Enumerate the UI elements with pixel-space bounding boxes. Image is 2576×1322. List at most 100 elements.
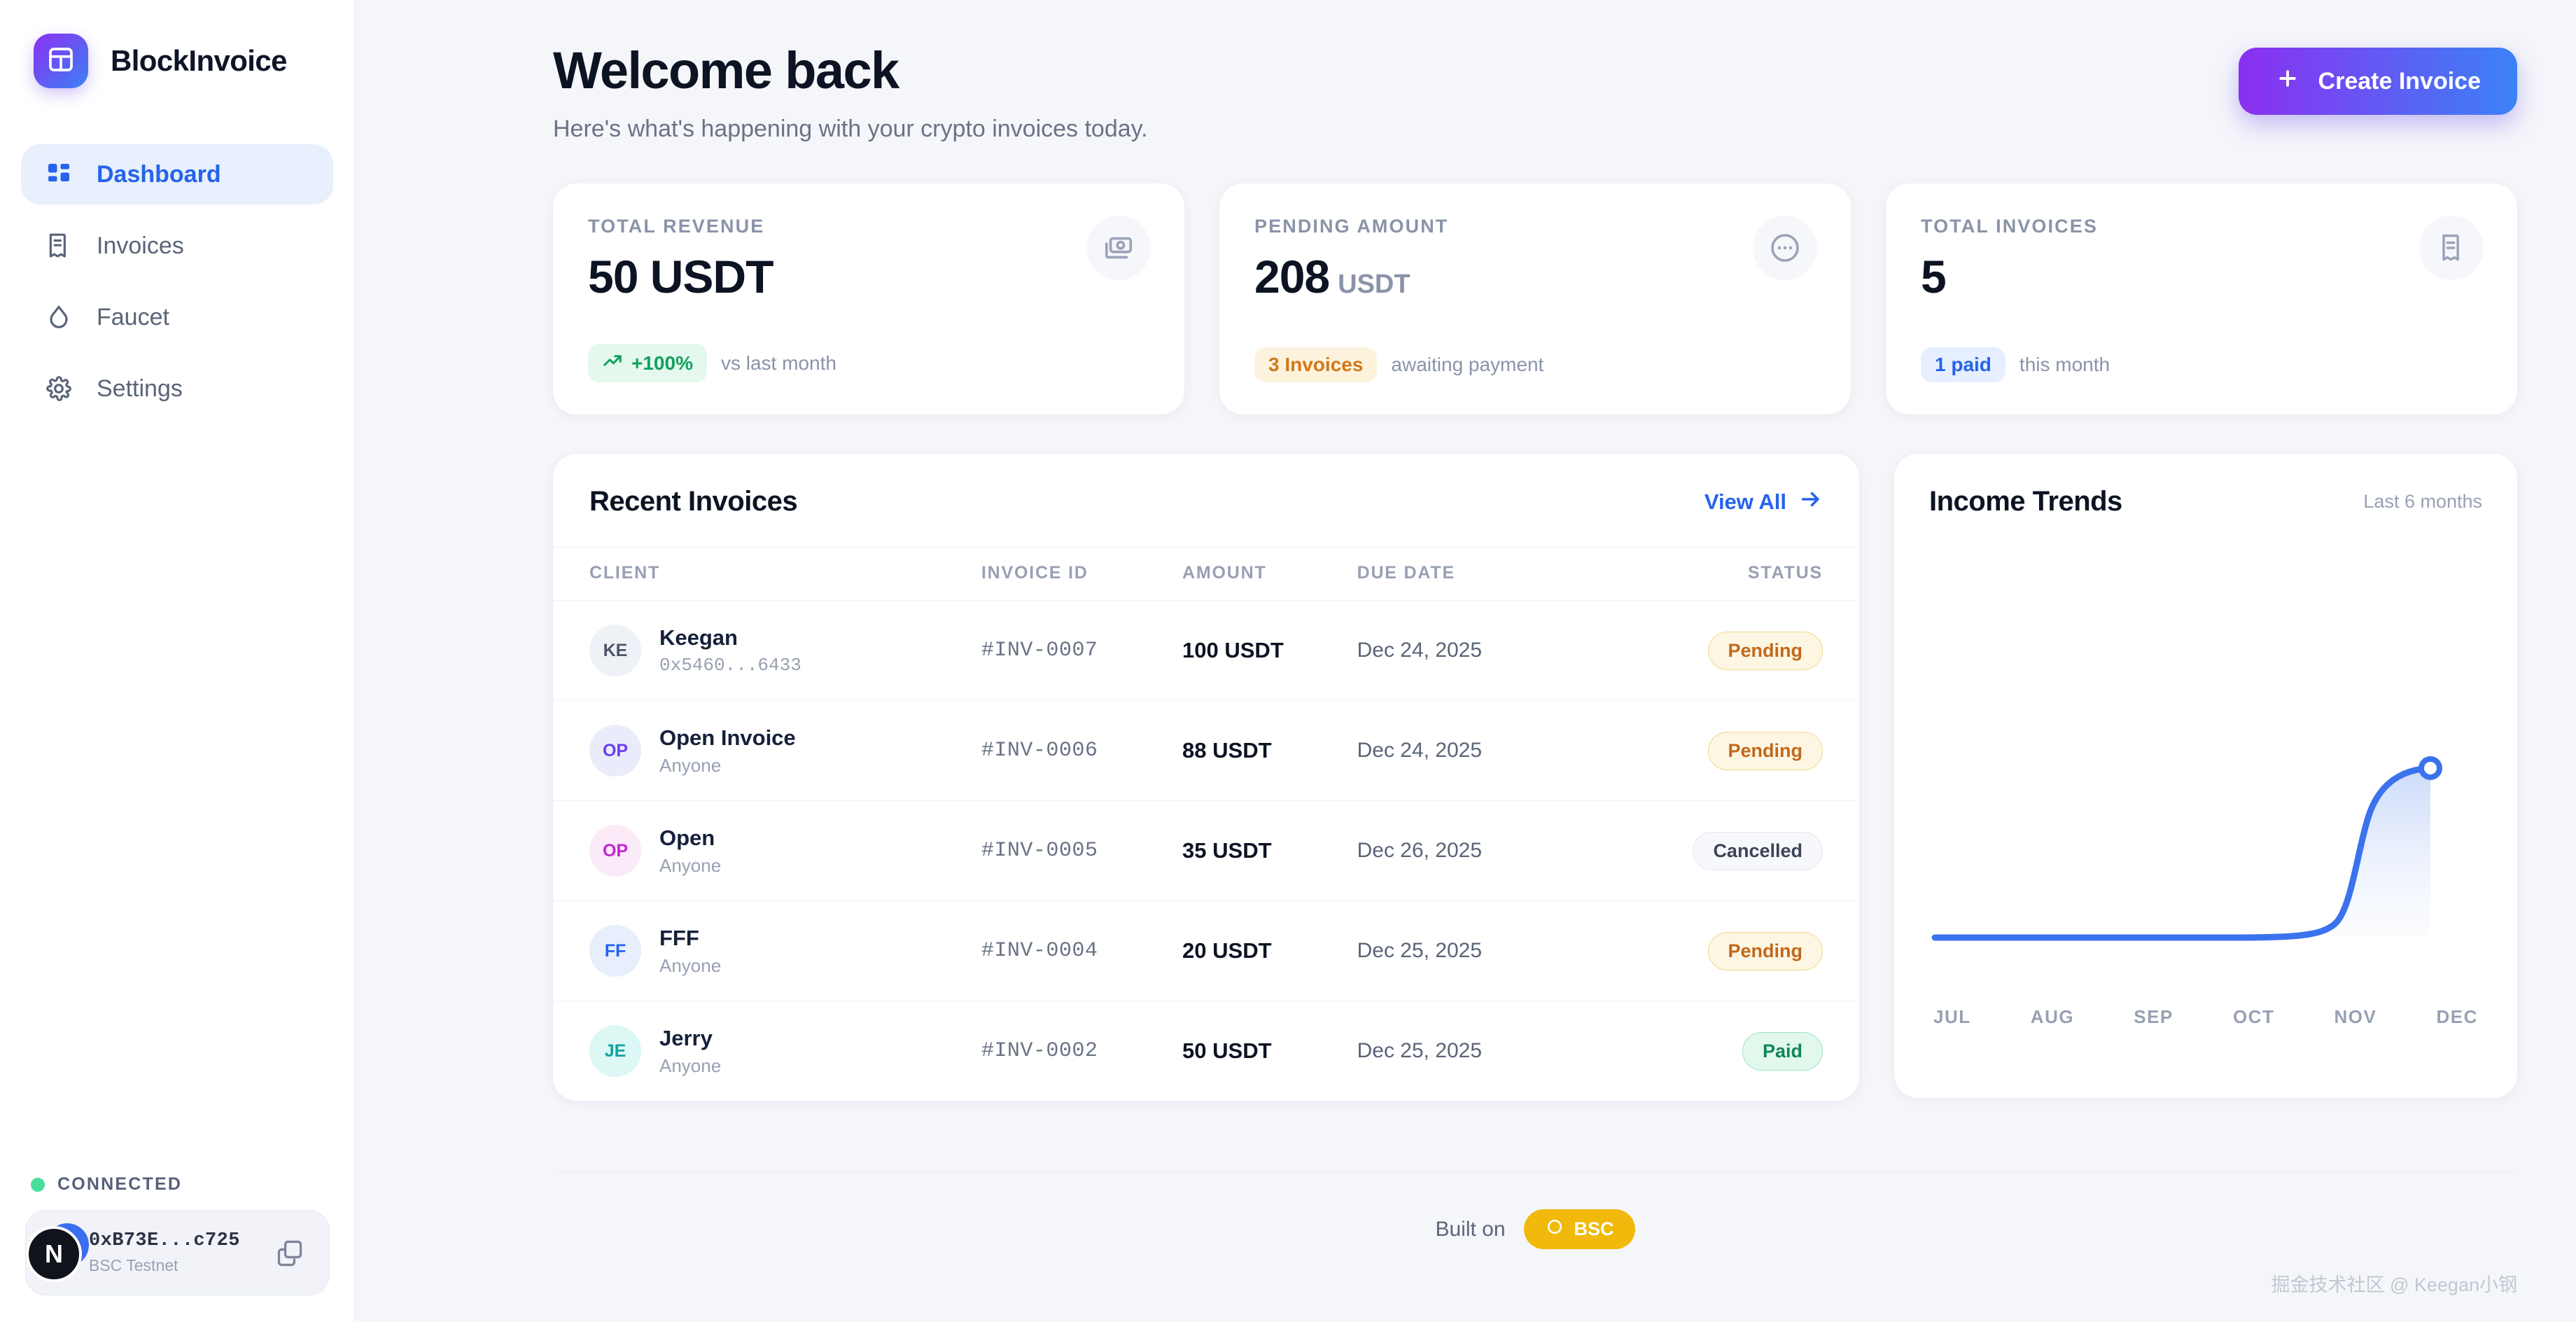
client-info: Keegan 0x5460...6433 xyxy=(659,625,802,676)
status-badge: Pending xyxy=(1707,931,1823,970)
client-cell: JE Jerry Anyone xyxy=(589,1025,981,1077)
stat-footer: +100% vs last month xyxy=(588,344,836,382)
stat-chip-label: 3 Invoices xyxy=(1268,354,1364,375)
trending-up-icon xyxy=(602,350,623,376)
chart-subtitle: Last 6 months xyxy=(2363,491,2482,512)
chart-header: Income Trends Last 6 months xyxy=(1929,486,2482,517)
chart-area-fill xyxy=(1935,768,2430,938)
stat-footer: 1 paid this month xyxy=(1921,347,2110,382)
lower-panels: Recent Invoices View All CLIENT xyxy=(355,415,2534,1101)
invoice-amount: 100 USDT xyxy=(1182,600,1357,701)
gear-icon xyxy=(43,373,74,404)
copy-icon[interactable] xyxy=(270,1233,309,1272)
ellipsis-circle-icon xyxy=(1753,216,1817,280)
invoice-amount: 88 USDT xyxy=(1182,700,1357,801)
wallet-avatar-wrap: N xyxy=(13,1215,89,1290)
connection-label: CONNECTED xyxy=(57,1174,183,1194)
banknotes-icon xyxy=(1086,216,1151,280)
create-invoice-button[interactable]: Create Invoice xyxy=(2238,48,2517,115)
stat-chip-label: +100% xyxy=(631,352,693,374)
sidebar: BlockInvoice Dashboard xyxy=(0,0,355,1322)
chart-last-point-marker xyxy=(2418,756,2442,780)
watermark: 掘金技术社区 @ Keegan小钢 xyxy=(2271,1274,2517,1295)
sidebar-item-faucet[interactable]: Faucet xyxy=(21,287,333,347)
status-badge: 1 paid xyxy=(1921,347,2005,382)
stat-note: vs last month xyxy=(720,352,836,374)
client-cell: OP Open Invoice Anyone xyxy=(589,725,981,777)
create-invoice-label: Create Invoice xyxy=(2318,67,2481,95)
client-subtitle: Anyone xyxy=(659,854,722,876)
chart-x-axis: JUL AUG SEP OCT NOV DEC xyxy=(1929,1006,2482,1028)
stat-value-unit: USDT xyxy=(1338,270,1410,299)
status-badge: Paid xyxy=(1742,1031,1823,1071)
wallet-texts: 0xB73E...c725 BSC Testnet xyxy=(89,1230,270,1275)
main-content: Welcome back Here's what's happening wit… xyxy=(355,0,2576,1322)
view-all-link[interactable]: View All xyxy=(1704,487,1823,517)
bnb-icon xyxy=(1545,1217,1564,1241)
dashboard-grid-icon xyxy=(43,159,74,190)
sidebar-item-dashboard[interactable]: Dashboard xyxy=(21,144,333,204)
status-badge: +100% xyxy=(588,344,707,382)
client-info: FFF Anyone xyxy=(659,926,721,977)
status-badge: 3 Invoices xyxy=(1254,347,1378,382)
avatar: N xyxy=(26,1226,82,1282)
invoice-due-date: Dec 25, 2025 xyxy=(1357,1001,1573,1101)
stat-chip-label: 1 paid xyxy=(1935,354,1991,375)
receipt-icon xyxy=(43,230,74,261)
x-tick-label: AUG xyxy=(2030,1006,2075,1027)
x-tick-label: OCT xyxy=(2232,1006,2275,1027)
invoice-due-date: Dec 24, 2025 xyxy=(1357,700,1573,801)
invoices-table: CLIENT INVOICE ID AMOUNT DUE DATE STATUS… xyxy=(553,547,1859,1101)
built-on-label: Built on xyxy=(1435,1217,1506,1241)
page-subtitle: Here's what's happening with your crypto… xyxy=(553,116,1148,142)
recent-invoices-panel: Recent Invoices View All CLIENT xyxy=(553,454,1859,1101)
stat-value-wrap: 50 USDT xyxy=(588,250,1149,303)
x-tick-label: JUL xyxy=(1933,1006,1971,1027)
invoice-amount: 20 USDT xyxy=(1182,900,1357,1001)
recent-invoices-header: Recent Invoices View All xyxy=(553,454,1859,547)
wallet-card[interactable]: N 0xB73E...c725 BSC Testnet xyxy=(25,1210,330,1295)
column-header-due-date: DUE DATE xyxy=(1357,547,1573,601)
stat-card-total-revenue: TOTAL REVENUE 50 USDT +100% vs last mont… xyxy=(553,183,1184,415)
table-row[interactable]: FF FFF Anyone #INV-0004 20 USDT Dec 25, … xyxy=(553,900,1859,1001)
column-header-status: STATUS xyxy=(1572,547,1859,601)
sidebar-item-settings[interactable]: Settings xyxy=(21,359,333,419)
invoice-id: #INV-0004 xyxy=(981,900,1183,1001)
status-badge: Pending xyxy=(1707,631,1823,670)
stat-value: 208 xyxy=(1254,251,1330,302)
column-header-amount: AMOUNT xyxy=(1182,547,1357,601)
table-body: KE Keegan 0x5460...6433 #INV-0007 100 US… xyxy=(553,600,1859,1101)
chain-label: BSC xyxy=(1574,1218,1614,1239)
grid-table-icon xyxy=(47,46,75,77)
client-cell: KE Keegan 0x5460...6433 xyxy=(589,625,981,676)
view-all-label: View All xyxy=(1704,489,1786,514)
invoice-id: #INV-0005 xyxy=(981,800,1183,901)
stat-label: TOTAL INVOICES xyxy=(1921,216,2098,237)
table-row[interactable]: OP Open Anyone #INV-0005 35 USDT Dec 26,… xyxy=(553,800,1859,901)
chart-line xyxy=(1931,765,2434,941)
stat-value: 5 xyxy=(1921,251,1947,302)
client-info: Open Invoice Anyone xyxy=(659,725,796,777)
stat-value: 50 USDT xyxy=(588,251,774,302)
income-trends-chart xyxy=(1929,545,2482,994)
invoice-id: #INV-0007 xyxy=(981,600,1183,701)
invoice-due-date: Dec 25, 2025 xyxy=(1357,900,1573,1001)
client-subtitle: 0x5460...6433 xyxy=(659,655,802,676)
stat-value-wrap: 5 xyxy=(1921,250,2482,303)
client-info: Jerry Anyone xyxy=(659,1026,721,1077)
stat-note: awaiting payment xyxy=(1391,354,1544,375)
income-trends-panel: Income Trends Last 6 months xyxy=(1894,454,2517,1098)
connection-status: CONNECTED xyxy=(25,1174,330,1195)
stat-cards: TOTAL REVENUE 50 USDT +100% vs last mont… xyxy=(355,143,2534,415)
panel-title: Recent Invoices xyxy=(589,486,798,517)
stat-card-total-invoices: TOTAL INVOICES 5 1 paid this month xyxy=(1886,183,2517,415)
invoice-amount: 50 USDT xyxy=(1182,1001,1357,1101)
page-header-text: Welcome back Here's what's happening wit… xyxy=(553,41,2239,143)
wallet-address: 0xB73E...c725 xyxy=(89,1230,240,1251)
client-name: Open xyxy=(659,825,715,850)
table-row[interactable]: OP Open Invoice Anyone #INV-0006 88 USDT… xyxy=(553,700,1859,801)
sidebar-item-invoices[interactable]: Invoices xyxy=(21,216,333,276)
table-row[interactable]: KE Keegan 0x5460...6433 #INV-0007 100 US… xyxy=(553,600,1859,701)
table-row[interactable]: JE Jerry Anyone #INV-0002 50 USDT Dec 25… xyxy=(553,1001,1859,1101)
